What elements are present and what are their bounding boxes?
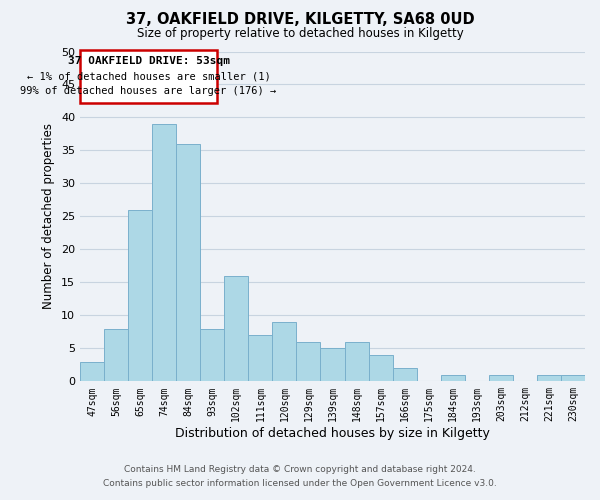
Bar: [392, 368, 416, 382]
Bar: [80, 362, 104, 382]
Bar: [272, 322, 296, 382]
Text: Size of property relative to detached houses in Kilgetty: Size of property relative to detached ho…: [137, 28, 463, 40]
Text: 37, OAKFIELD DRIVE, KILGETTY, SA68 0UD: 37, OAKFIELD DRIVE, KILGETTY, SA68 0UD: [125, 12, 475, 28]
Text: 99% of detached houses are larger (176) →: 99% of detached houses are larger (176) …: [20, 86, 277, 96]
FancyBboxPatch shape: [80, 50, 217, 103]
Bar: [152, 124, 176, 382]
Bar: [537, 374, 561, 382]
Bar: [224, 276, 248, 382]
Bar: [200, 328, 224, 382]
Bar: [561, 374, 585, 382]
X-axis label: Distribution of detached houses by size in Kilgetty: Distribution of detached houses by size …: [175, 427, 490, 440]
Bar: [248, 335, 272, 382]
Bar: [344, 342, 368, 382]
Bar: [296, 342, 320, 382]
Y-axis label: Number of detached properties: Number of detached properties: [43, 124, 55, 310]
Text: 37 OAKFIELD DRIVE: 53sqm: 37 OAKFIELD DRIVE: 53sqm: [68, 56, 230, 66]
Bar: [104, 328, 128, 382]
Text: ← 1% of detached houses are smaller (1): ← 1% of detached houses are smaller (1): [26, 72, 271, 82]
Bar: [441, 374, 465, 382]
Text: Contains HM Land Registry data © Crown copyright and database right 2024.
Contai: Contains HM Land Registry data © Crown c…: [103, 466, 497, 487]
Bar: [176, 144, 200, 382]
Bar: [320, 348, 344, 382]
Bar: [368, 355, 392, 382]
Bar: [489, 374, 513, 382]
Bar: [128, 210, 152, 382]
